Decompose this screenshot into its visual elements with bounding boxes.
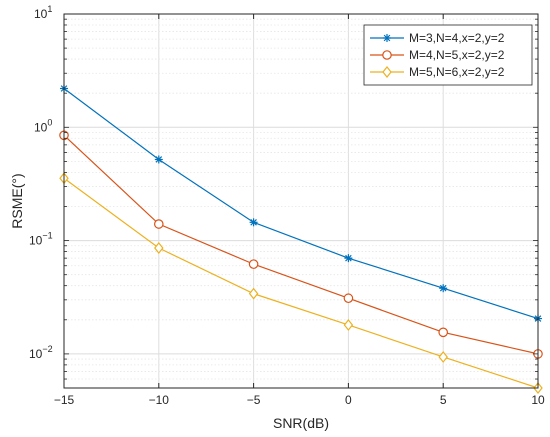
legend-marker bbox=[382, 66, 392, 78]
data-point bbox=[154, 155, 163, 164]
data-point bbox=[248, 287, 259, 300]
series-line bbox=[63, 134, 539, 355]
x-tick-label: −10 bbox=[149, 393, 170, 407]
y-tick-label: 100 bbox=[34, 117, 52, 134]
data-point bbox=[154, 219, 164, 229]
legend: M=3,N=4,x=2,y=2 M=4,N=5,x=2,y=2 M=5,N=6,x=… bbox=[363, 24, 533, 86]
data-point bbox=[154, 242, 164, 254]
x-tick-label: 0 bbox=[345, 393, 352, 407]
y-axis-label: RSME(°) bbox=[9, 173, 25, 228]
data-point bbox=[249, 218, 258, 227]
legend-marker bbox=[382, 50, 392, 60]
series-line bbox=[63, 177, 539, 389]
series-line bbox=[63, 88, 539, 320]
data-point bbox=[438, 327, 448, 338]
data-point bbox=[438, 350, 448, 363]
x-tick-label: −15 bbox=[54, 393, 75, 407]
data-point bbox=[248, 259, 259, 269]
plot-frame bbox=[63, 13, 539, 389]
y-tick-label: 10−1 bbox=[29, 231, 53, 248]
legend-entry-label: M=5,N=6,x=2,y=2 bbox=[409, 65, 505, 79]
x-tick-label: 5 bbox=[440, 393, 447, 407]
data-point bbox=[344, 254, 353, 263]
legend-entry-label: M=3,N=4,x=2,y=2 bbox=[409, 31, 505, 45]
y-tick-label: 101 bbox=[34, 4, 52, 21]
y-tick-label: 10−2 bbox=[29, 344, 53, 361]
legend-marker bbox=[383, 34, 391, 42]
data-point bbox=[343, 319, 354, 331]
data-point bbox=[343, 293, 354, 304]
legend-entry-label: M=4,N=5,x=2,y=2 bbox=[409, 48, 505, 62]
x-axis-label: SNR(dB) bbox=[273, 415, 329, 431]
axis-ticks: −15 −10 −5 0 5 10 10−2 10−1 100 101 bbox=[29, 4, 545, 407]
x-tick-label: −5 bbox=[247, 393, 261, 407]
x-tick-label: 10 bbox=[531, 393, 545, 407]
data-point bbox=[439, 284, 448, 293]
